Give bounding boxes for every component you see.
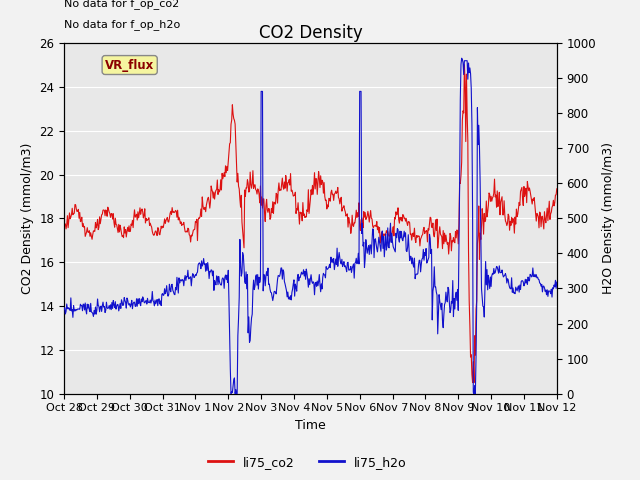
Text: VR_flux: VR_flux bbox=[105, 59, 154, 72]
Y-axis label: H2O Density (mmol/m3): H2O Density (mmol/m3) bbox=[602, 143, 614, 294]
Text: No data for f_op_h2o: No data for f_op_h2o bbox=[64, 19, 180, 30]
Title: CO2 Density: CO2 Density bbox=[259, 24, 362, 42]
Text: No data for f_op_co2: No data for f_op_co2 bbox=[64, 0, 179, 9]
X-axis label: Time: Time bbox=[295, 419, 326, 432]
Legend: li75_co2, li75_h2o: li75_co2, li75_h2o bbox=[202, 451, 412, 474]
Y-axis label: CO2 Density (mmol/m3): CO2 Density (mmol/m3) bbox=[20, 143, 34, 294]
